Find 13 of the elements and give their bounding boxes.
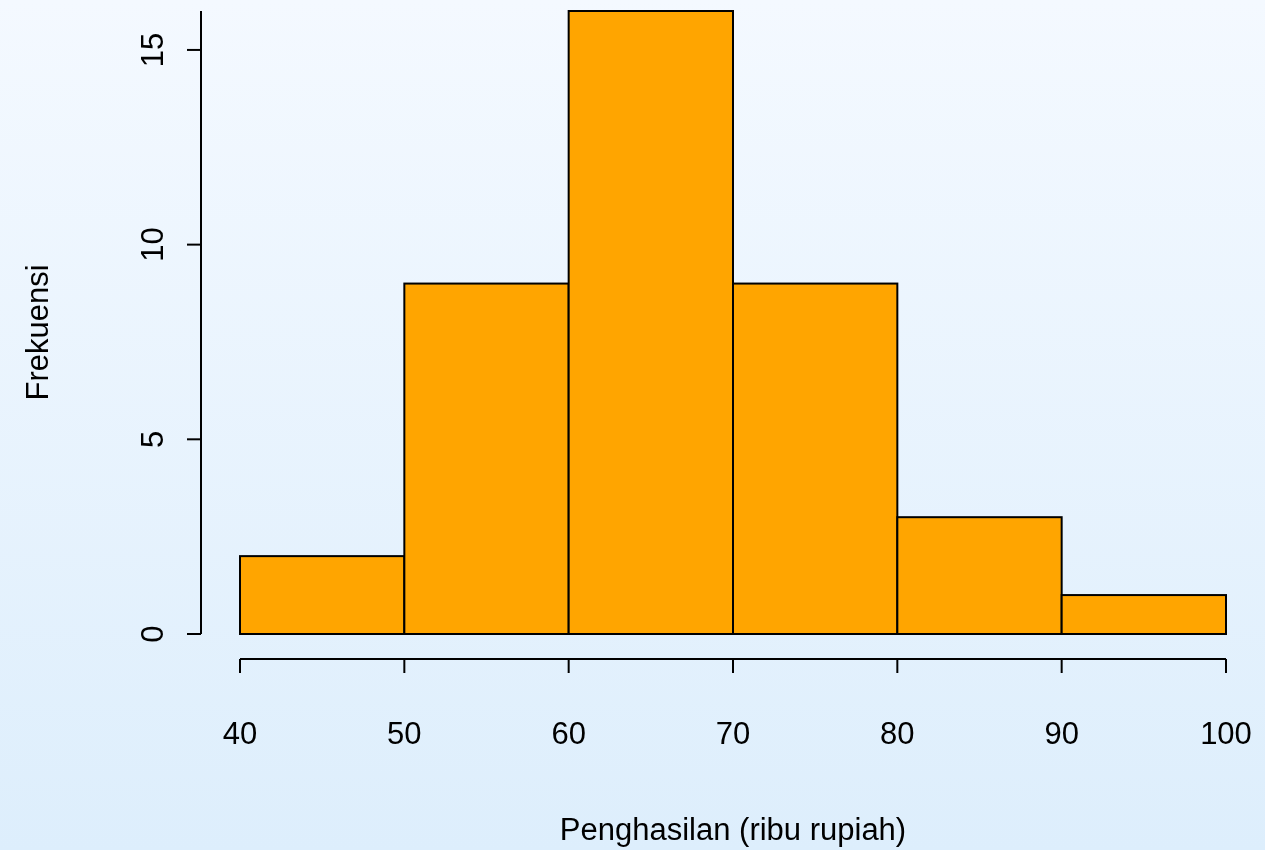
- y-tick-label: 10: [135, 227, 171, 262]
- x-tick-label: 40: [222, 716, 258, 751]
- x-tick-label: 50: [387, 716, 422, 751]
- y-axis-title: Frekuensi: [20, 264, 55, 401]
- y-tick-label: 15: [135, 32, 171, 68]
- y-tick-label: 0: [135, 625, 171, 643]
- x-tick-label: 100: [1200, 716, 1252, 751]
- y-tick-label: 5: [135, 430, 171, 448]
- x-tick-label: 90: [1044, 716, 1079, 751]
- x-tick-label: 60: [551, 716, 586, 751]
- x-tick-label: 80: [880, 716, 915, 751]
- x-axis-title: Penghasilan (ribu rupiah): [559, 812, 907, 847]
- x-tick-label: 70: [715, 716, 751, 751]
